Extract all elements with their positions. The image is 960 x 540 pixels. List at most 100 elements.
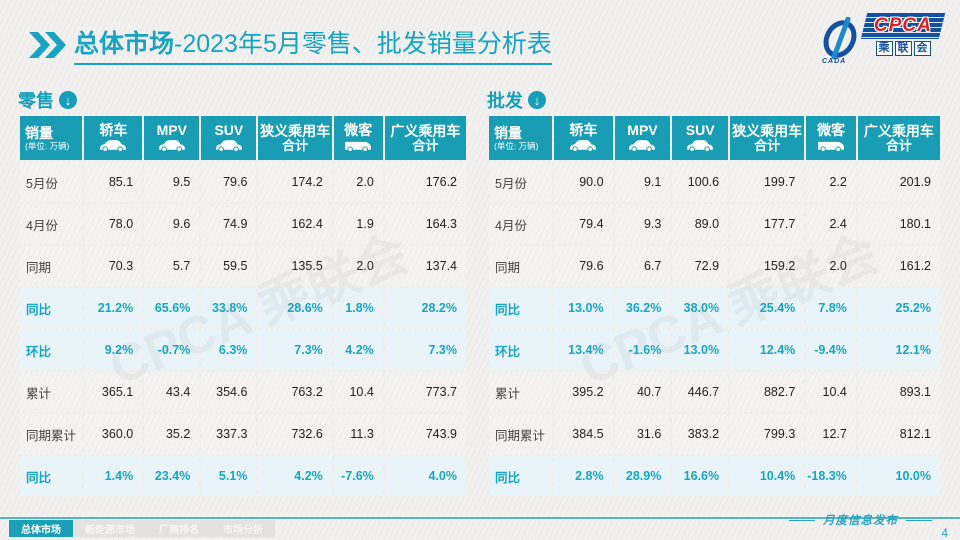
row-label-cell: 同期: [489, 246, 553, 286]
table-row: 环比 13.4% -1.6% 13.0% 12.4% -9.4% 12.1%: [489, 330, 940, 370]
retail-section-label: 零售: [18, 91, 54, 111]
cpca-logo-right: CPCA 乘联会: [860, 13, 946, 56]
value-cell: 28.9%: [614, 456, 671, 496]
sales-header-unit: (单位: 万辆): [25, 140, 70, 151]
retail-section: 零售 ↓ CPCA 乘联会 销量(单位: 万辆)轿车MPVSUV狭义乘用车合计微…: [18, 88, 468, 498]
table-row: 同期 79.6 6.7 72.9 159.2 2.0 161.2: [489, 246, 940, 286]
cpca-logo-subtext: CADA: [822, 58, 847, 65]
row-label-cell: 同比: [489, 288, 553, 328]
value-cell: 162.4: [258, 204, 332, 244]
value-cell: 11.3: [333, 414, 383, 454]
value-cell: 35.2: [144, 414, 200, 454]
suv-icon: [202, 139, 255, 153]
value-cell: 5.1%: [201, 456, 257, 496]
table-row: 4月份 79.4 9.3 89.0 177.7 2.4 180.1: [489, 204, 940, 244]
value-cell: 2.0: [806, 246, 856, 286]
row-label-cell: 同比: [20, 456, 83, 496]
column-header-cell: 微客: [806, 116, 856, 160]
value-cell: 4.2%: [258, 456, 332, 496]
value-cell: 72.9: [672, 246, 729, 286]
footer-tab-inactive[interactable]: 厂商排名: [147, 520, 211, 537]
value-cell: 2.2: [806, 162, 856, 202]
value-cell: 38.0%: [672, 288, 729, 328]
cpca-logo-cn-char: 联: [894, 41, 912, 56]
publication-dash-left: [789, 519, 815, 521]
row-label-cell: 同期累计: [20, 414, 83, 454]
column-header-cell: 轿车: [84, 116, 143, 160]
value-cell: 176.2: [384, 162, 466, 202]
value-cell: 812.1: [857, 414, 940, 454]
value-cell: 7.8%: [806, 288, 856, 328]
table-row: 环比 9.2% -0.7% 6.3% 7.3% 4.2% 7.3%: [20, 330, 466, 370]
value-cell: 59.5: [201, 246, 257, 286]
value-cell: 161.2: [857, 246, 940, 286]
value-cell: 337.3: [201, 414, 257, 454]
footer-tab-inactive[interactable]: 市场分析: [211, 520, 275, 537]
table-row: 5月份 90.0 9.1 100.6 199.7 2.2 201.9: [489, 162, 940, 202]
publication-title: 月度信息发布: [823, 515, 898, 527]
row-label-cell: 5月份: [20, 162, 83, 202]
column-header-cell: 狭义乘用车 合计: [730, 116, 805, 160]
value-cell: 354.6: [201, 372, 257, 412]
publication-dash-right: [906, 519, 932, 521]
wholesale-section-header: 批发 ↓: [487, 88, 942, 112]
row-label-cell: 环比: [20, 330, 83, 370]
value-cell: 395.2: [554, 372, 613, 412]
value-cell: 13.0%: [554, 288, 613, 328]
wholesale-section-label: 批发: [487, 91, 523, 111]
value-cell: 180.1: [857, 204, 940, 244]
table-row: 同期 70.3 5.7 59.5 135.5 2.0 137.4: [20, 246, 466, 286]
retail-table-wrap: CPCA 乘联会 销量(单位: 万辆)轿车MPVSUV狭义乘用车合计微客广义乘用…: [18, 114, 468, 498]
cpca-logo-swoosh-icon: CADA: [820, 16, 860, 65]
table-header-row: 销量 (单位: 万辆) 轿车 MPV SUV 狭义乘用车 合计 微客 广义乘用车 合计: [20, 116, 466, 160]
table-row: 同比 21.2% 65.6% 33.8% 28.6% 1.8% 28.2%: [20, 288, 466, 328]
van-icon: [335, 139, 382, 153]
sales-header-unit: (单位: 万辆): [494, 140, 539, 151]
cpca-logo-cn-char: 乘: [875, 41, 893, 56]
column-header-cell: SUV: [201, 116, 257, 160]
value-cell: 10.4%: [730, 456, 805, 496]
value-cell: 89.0: [672, 204, 729, 244]
value-cell: 100.6: [672, 162, 729, 202]
value-cell: 28.6%: [258, 288, 332, 328]
value-cell: 4.0%: [384, 456, 466, 496]
value-cell: 16.6%: [672, 456, 729, 496]
column-header-cell: SUV: [672, 116, 729, 160]
value-cell: 446.7: [672, 372, 729, 412]
value-cell: 70.3: [84, 246, 143, 286]
row-label-cell: 4月份: [489, 204, 553, 244]
wholesale-table: 销量 (单位: 万辆) 轿车 MPV SUV 狭义乘用车 合计 微客 广义乘用车 合计 5月份 90.…: [487, 114, 942, 498]
page-title: 总体市场-2023年5月零售、批发销量分析表: [74, 24, 552, 65]
value-cell: 2.0: [333, 246, 383, 286]
row-label-cell: 同期: [20, 246, 83, 286]
footer-tab-inactive[interactable]: 新能源市场: [73, 520, 147, 537]
footer-tab-active[interactable]: 总体市场: [9, 520, 73, 537]
value-cell: 2.8%: [554, 456, 613, 496]
row-label-cell: 累计: [20, 372, 83, 412]
value-cell: 732.6: [258, 414, 332, 454]
value-cell: 78.0: [84, 204, 143, 244]
column-header-cell: 轿车: [554, 116, 613, 160]
value-cell: 4.2%: [333, 330, 383, 370]
van-icon: [807, 139, 855, 153]
value-cell: -0.7%: [144, 330, 200, 370]
publication-banner: 月度信息发布: [789, 512, 932, 528]
retail-section-header: 零售 ↓: [18, 88, 468, 112]
sedan-icon: [85, 139, 141, 153]
footer-divider: [0, 517, 960, 519]
column-header-cell: MPV: [614, 116, 671, 160]
mpv-icon: [145, 139, 198, 153]
table-row: 同比 13.0% 36.2% 38.0% 25.4% 7.8% 25.2%: [489, 288, 940, 328]
value-cell: 6.3%: [201, 330, 257, 370]
table-row: 同期累计 384.5 31.6 383.2 799.3 12.7 812.1: [489, 414, 940, 454]
cpca-logo-text: CPCA: [874, 15, 932, 36]
value-cell: 21.2%: [84, 288, 143, 328]
value-cell: 2.0: [333, 162, 383, 202]
value-cell: -7.6%: [333, 456, 383, 496]
value-cell: 1.8%: [333, 288, 383, 328]
value-cell: 383.2: [672, 414, 729, 454]
value-cell: 43.4: [144, 372, 200, 412]
value-cell: -18.3%: [806, 456, 856, 496]
value-cell: 23.4%: [144, 456, 200, 496]
